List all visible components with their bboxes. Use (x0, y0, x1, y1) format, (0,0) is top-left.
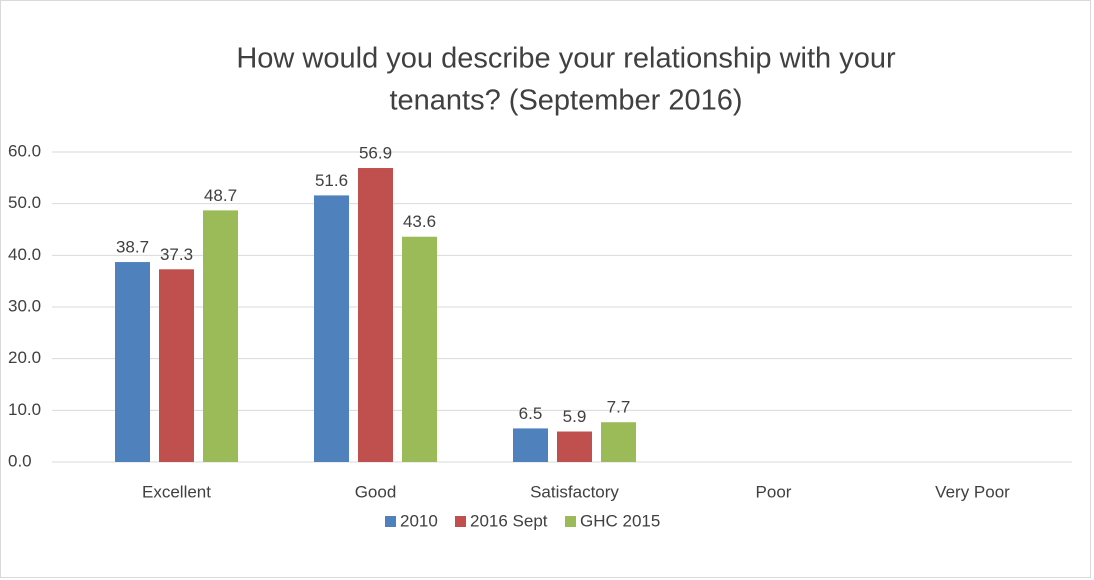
bar (314, 195, 349, 462)
legend-label: 2016 Sept (470, 511, 548, 530)
y-tick-label: 60.0 (8, 141, 41, 160)
data-label: 56.9 (359, 144, 392, 163)
legend-label: 2010 (400, 511, 438, 530)
bar (203, 210, 238, 462)
y-tick-label: 0.0 (8, 451, 32, 470)
y-tick-label: 20.0 (8, 348, 41, 367)
bar (159, 269, 194, 462)
y-tick-label: 30.0 (8, 296, 41, 315)
y-tick-label: 50.0 (8, 193, 41, 212)
bar (513, 428, 548, 462)
chart-title: tenants? (September 2016) (389, 85, 742, 117)
x-tick-label: Very Poor (935, 482, 1010, 501)
data-label: 51.6 (315, 171, 348, 190)
data-label: 6.5 (519, 404, 543, 423)
data-label: 5.9 (563, 407, 587, 426)
bar (557, 431, 592, 462)
data-label: 43.6 (403, 212, 436, 231)
data-label: 37.3 (160, 245, 193, 264)
legend-swatch (565, 516, 576, 527)
chart-title: How would you describe your relationship… (236, 43, 896, 75)
bar (601, 422, 636, 462)
legend-swatch (385, 516, 396, 527)
bar (358, 168, 393, 462)
x-tick-label: Excellent (142, 482, 211, 501)
x-tick-label: Satisfactory (530, 482, 619, 501)
x-tick-label: Good (355, 482, 397, 501)
x-tick-label: Poor (756, 482, 792, 501)
bar (115, 262, 150, 462)
data-label: 7.7 (607, 398, 631, 417)
legend-label: GHC 2015 (580, 511, 660, 530)
y-tick-label: 40.0 (8, 245, 41, 264)
legend-swatch (455, 516, 466, 527)
bar (402, 236, 437, 462)
data-label: 38.7 (116, 238, 149, 257)
y-tick-label: 10.0 (8, 400, 41, 419)
data-label: 48.7 (204, 186, 237, 205)
